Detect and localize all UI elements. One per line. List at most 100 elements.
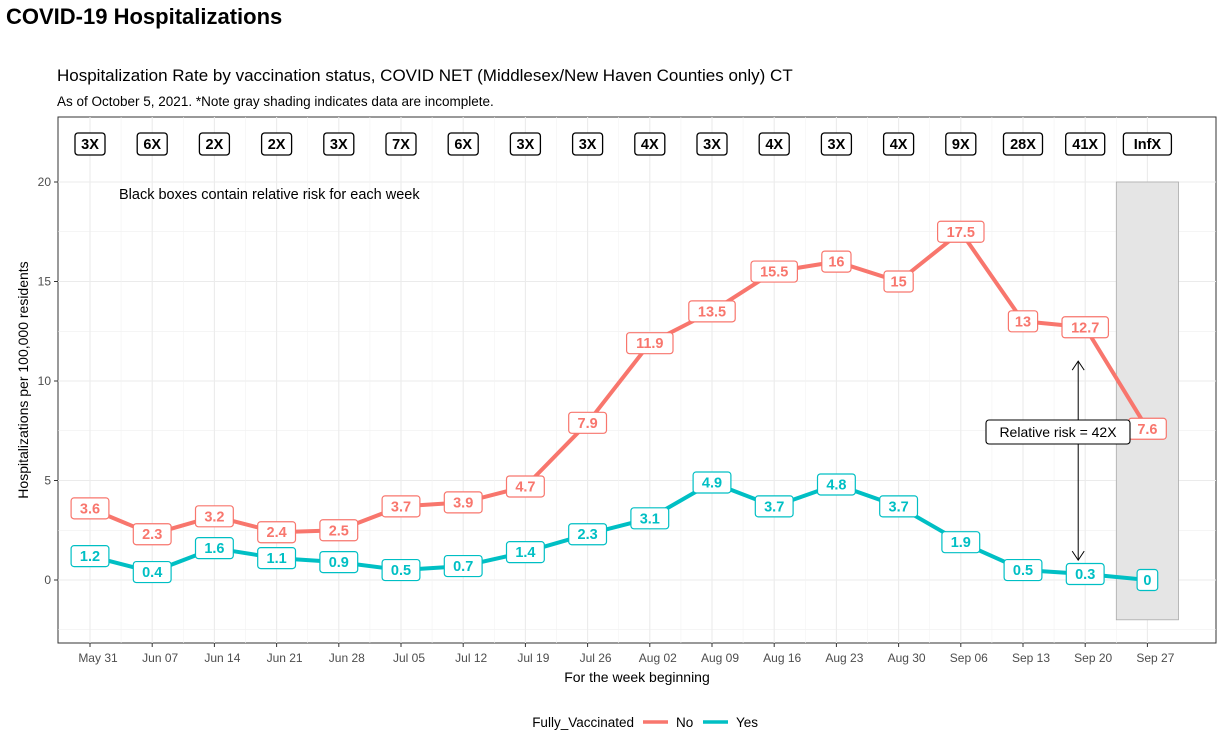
- relative-risk-arrow: Relative risk = 42X: [985, 360, 1131, 562]
- data-label-box: [70, 497, 110, 520]
- legend-label-yes: Yes: [736, 715, 758, 730]
- data-label-no: 3.2: [194, 505, 234, 528]
- data-label-box: [568, 523, 608, 546]
- data-label-no: 4.7: [505, 475, 545, 498]
- data-label-text: 17.5: [947, 225, 975, 241]
- data-label-text: 0.4: [142, 565, 162, 581]
- data-label-no: 7.6: [1127, 417, 1167, 440]
- data-label-yes: 0.4: [132, 560, 172, 584]
- relative-risk-box: 6X: [136, 132, 168, 156]
- relative-risk-box: 7X: [385, 132, 417, 156]
- relative-risk-box-outline: [758, 132, 790, 156]
- data-label-box: [319, 519, 359, 542]
- data-label-text: 4.9: [702, 475, 722, 491]
- relative-risk-text: 4X: [765, 137, 783, 153]
- chart-subtitle: As of October 5, 2021. *Note gray shadin…: [57, 94, 494, 109]
- x-tick-label: Sep 20: [1074, 651, 1112, 665]
- relative-risk-box-outline: [571, 132, 604, 156]
- data-label-box: [625, 332, 674, 355]
- relative-risk-callout-text: Relative risk = 42X: [999, 424, 1117, 440]
- relative-risk-box: 3X: [696, 132, 728, 156]
- data-label-text: 3.6: [80, 501, 100, 517]
- data-label-text: 11.9: [636, 336, 663, 352]
- data-label-text: 0.7: [453, 559, 473, 575]
- x-tick-label: Sep 27: [1136, 651, 1174, 665]
- data-label-yes: 0.5: [1003, 558, 1043, 582]
- relative-risk-box-outline: [696, 132, 728, 156]
- data-label-yes: 1.1: [257, 547, 297, 570]
- data-label-yes: 0.3: [1065, 562, 1105, 586]
- relative-risk-box-outline: [820, 132, 853, 156]
- relative-risk-text: 3X: [703, 137, 721, 153]
- data-label-box: [443, 491, 483, 514]
- data-label-box: [505, 475, 545, 498]
- data-label-no: 15: [883, 270, 914, 293]
- data-label-text: 2.5: [329, 523, 349, 539]
- relative-risk-text: 6X: [454, 137, 472, 153]
- relative-risk-text: 2X: [206, 137, 224, 153]
- relative-risk-text: 3X: [828, 137, 846, 153]
- relative-risk-box: 3X: [820, 132, 853, 156]
- data-label-text: 1.6: [204, 541, 224, 557]
- relative-risk-box-outline: [634, 132, 666, 156]
- arrow-head-top: [1071, 360, 1085, 371]
- relative-risk-box-outline: [1122, 132, 1173, 156]
- data-label-box: [692, 471, 732, 494]
- data-label-text: 3.7: [764, 499, 784, 515]
- legend-title: Fully_Vaccinated: [532, 715, 634, 730]
- data-label-box: [505, 541, 545, 564]
- relative-risk-text: 6X: [143, 137, 161, 153]
- x-tick-label: Aug 30: [888, 651, 926, 665]
- data-label-text: 1.9: [951, 535, 971, 551]
- relative-risk-box: 9X: [945, 132, 977, 156]
- y-tick-label: 20: [38, 175, 52, 189]
- data-label-box: [132, 560, 172, 584]
- data-label-yes: 0: [1136, 568, 1159, 592]
- data-label-box: [319, 550, 359, 574]
- data-label-text: 0.5: [391, 563, 411, 579]
- data-label-yes: 0.5: [381, 558, 421, 582]
- data-label-box: [70, 545, 110, 568]
- relative-risk-box: 4X: [882, 132, 915, 156]
- data-label-text: 4.7: [515, 479, 535, 495]
- data-labels: 3.6 2.3 3.2 2.4 2.5 3.7 3.9 4.7 7.9 11.9 13.5 15.5 1…: [70, 220, 1167, 592]
- relative-risk-box-outline: [385, 132, 417, 156]
- x-tick-label: Jul 05: [393, 651, 425, 665]
- incomplete-data-shading: [1115, 181, 1179, 621]
- data-label-text: 0.9: [329, 555, 349, 571]
- relative-risk-text: 4X: [641, 137, 659, 153]
- y-tick-label: 0: [44, 573, 51, 587]
- legend-label-no: No: [676, 715, 693, 730]
- data-label-box: [821, 250, 852, 273]
- data-label-no: 12.7: [1061, 316, 1110, 339]
- relative-risk-box: 3X: [74, 132, 106, 156]
- data-label-yes: 1.6: [194, 537, 234, 560]
- relative-risk-box-outline: [945, 132, 977, 156]
- relative-risk-box: 2X: [198, 132, 231, 156]
- data-label-box: [754, 495, 794, 518]
- data-label-text: 3.1: [640, 511, 660, 527]
- x-tick-label: Aug 02: [639, 651, 677, 665]
- data-label-box: [1007, 310, 1039, 333]
- data-label-text: 7.9: [578, 416, 598, 432]
- relative-risk-boxes: 3X 6X 2X 2X 3X 7X 6X 3X 3X 4X 3X 4X 3X 4X 9X 28X 41X InfX: [74, 132, 1173, 156]
- data-label-text: 3.2: [204, 509, 224, 525]
- data-label-text: 0.3: [1075, 567, 1095, 583]
- data-label-no: 2.4: [257, 521, 297, 544]
- x-tick-label: Jun 21: [267, 651, 303, 665]
- chart-title: Hospitalization Rate by vaccination stat…: [57, 66, 793, 85]
- data-label-box: [194, 505, 234, 528]
- y-tick-label: 5: [44, 474, 51, 488]
- relative-risk-note: Black boxes contain relative risk for ea…: [119, 187, 420, 203]
- x-tick-label: Sep 13: [1012, 651, 1050, 665]
- axes: 0 5 10 15 20 May 31 Jun 07 Jun 14 Jun 21 Jun 28 Ju…: [38, 175, 1175, 665]
- data-label-no: 2.3: [132, 523, 172, 546]
- data-label-text: 1.1: [267, 551, 287, 567]
- data-label-text: 2.4: [267, 525, 287, 541]
- data-label-text: 3.9: [453, 495, 473, 511]
- data-label-text: 15: [891, 275, 907, 291]
- relative-risk-box-outline: [323, 132, 355, 156]
- relative-risk-text: 3X: [517, 137, 535, 153]
- relative-risk-box: 6X: [447, 132, 479, 156]
- x-tick-label: Aug 16: [763, 651, 801, 665]
